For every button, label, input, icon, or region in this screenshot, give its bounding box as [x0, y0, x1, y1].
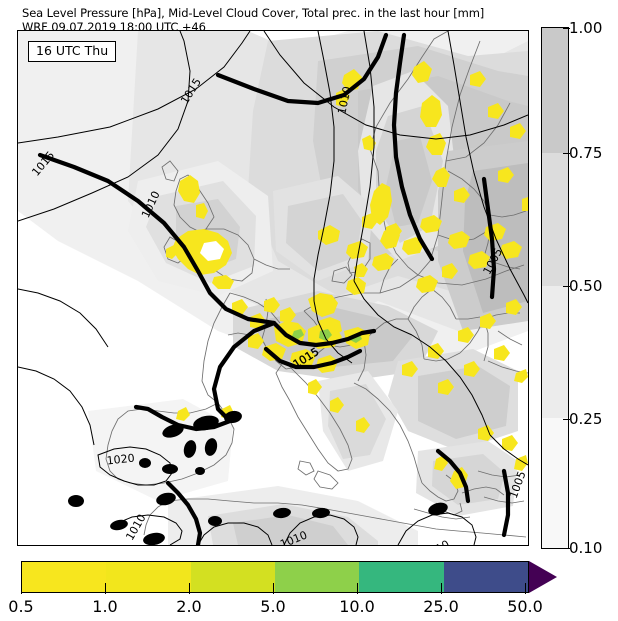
isobar-thick-lines: [37, 32, 511, 545]
coastlines-layer: [105, 31, 528, 538]
precip-tick-label: 25.0: [423, 597, 459, 616]
cloud-cover-tickmark: [563, 28, 570, 30]
cloud-cover-segment: [542, 418, 568, 548]
cloud-cover-tick-label: 1.00: [569, 19, 603, 37]
cloud-cover-tick-label: 0.25: [569, 410, 603, 428]
precip-tickmark: [189, 583, 191, 594]
isobar-closed-lows: [68, 410, 448, 545]
isobar-label-text: 1020: [106, 452, 135, 468]
precip-segment: [106, 562, 191, 592]
precip-segment: [190, 562, 275, 592]
cloud-cover-tickmark: [563, 286, 570, 288]
cloud-cover-segment: [542, 285, 568, 419]
cloud-cover-tick-label: 0.10: [569, 539, 603, 557]
precip-tick-label: 5.0: [260, 597, 286, 616]
precip-tick-label: 1.0: [92, 597, 118, 616]
precipitation-colorbar[interactable]: [21, 561, 581, 595]
isobar-thin-lines: [18, 31, 528, 545]
precip-tickmark: [105, 583, 107, 594]
valid-time-badge: 16 UTC Thu: [28, 41, 117, 62]
precip-tickmark: [357, 583, 359, 594]
precip-segment: [443, 562, 528, 592]
cloud-cover-tick-label: 0.50: [569, 277, 603, 295]
precip-tick-label: 2.0: [176, 597, 202, 616]
cloud-cover-colorbar[interactable]: [541, 27, 569, 549]
map-canvas: 1015 1010 1015 1010 1005 1015 1020 1005 …: [18, 31, 528, 545]
precip-tickmark: [525, 583, 527, 594]
precipitation-field: [166, 61, 528, 489]
precip-tickmark: [441, 583, 443, 594]
precip-tick-label: 0.5: [8, 597, 34, 616]
cloud-cover-tick-label: 0.75: [569, 144, 603, 162]
cloud-cover-tickmark: [563, 419, 570, 421]
cloud-cover-tickmark: [563, 548, 570, 550]
precip-tickmark: [21, 583, 23, 594]
precip-tick-label: 50.0: [507, 597, 543, 616]
precip-tick-label: 10.0: [339, 597, 375, 616]
isobar-label: 1010: [335, 85, 354, 115]
precip-overflow-arrow: [529, 561, 557, 593]
cloud-cover-tickmark: [563, 153, 570, 155]
cloud-cover-segment: [542, 28, 568, 154]
cloud-cover-segment: [542, 153, 568, 286]
precip-segment: [274, 562, 360, 592]
weather-map[interactable]: 1015 1010 1015 1010 1005 1015 1020 1005 …: [17, 30, 529, 546]
precip-segment: [359, 562, 444, 592]
precip-segment: [22, 562, 107, 592]
precip-colorbar-track: [21, 561, 529, 593]
precip-tickmark: [273, 583, 275, 594]
isobar-label: 1020: [106, 452, 135, 468]
isobar-label-text: 1010: [335, 85, 354, 115]
page-title: Sea Level Pressure [hPa], Mid-Level Clou…: [22, 6, 485, 20]
